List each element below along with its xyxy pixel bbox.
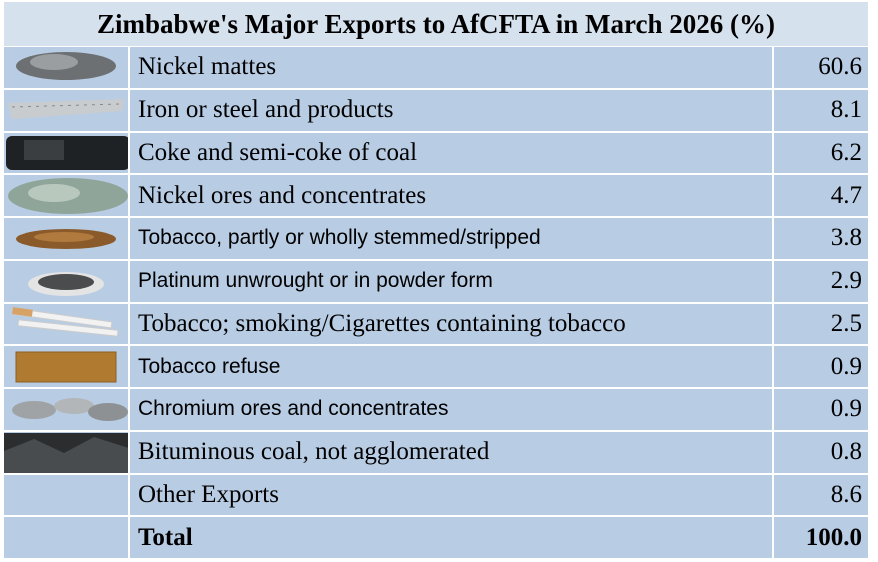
table-title: Zimbabwe's Major Exports to AfCFTA in Ma…	[4, 2, 868, 46]
product-image	[4, 517, 128, 558]
product-icon	[8, 99, 124, 120]
share-value: 2.9	[774, 260, 868, 302]
product-icon	[11, 306, 119, 337]
share-value: 3.8	[774, 218, 868, 259]
product-name: Tobacco, partly or wholly stemmed/stripp…	[130, 218, 772, 259]
product-icon	[16, 52, 116, 81]
product-icon	[15, 351, 117, 383]
product-name: Tobacco refuse	[130, 346, 772, 387]
product-icon	[16, 229, 116, 250]
product-name: Chromium ores and concentrates	[130, 389, 772, 430]
product-image	[4, 346, 128, 387]
share-value: 0.9	[774, 346, 868, 387]
product-image	[4, 218, 128, 259]
product-image	[4, 47, 128, 88]
product-icon	[4, 433, 128, 473]
share-value: 6.2	[774, 132, 868, 174]
product-name: Platinum unwrought or in powder form	[130, 260, 772, 302]
share-value: 100.0	[774, 517, 868, 558]
product-name: Tobacco; smoking/Cigarettes containing t…	[130, 303, 772, 345]
product-icon	[8, 177, 128, 214]
product-icon	[28, 272, 104, 297]
product-name: Other Exports	[130, 474, 772, 516]
product-name: Bituminous coal, not agglomerated	[130, 431, 772, 473]
product-icon	[6, 135, 128, 170]
product-image	[4, 303, 128, 345]
product-image	[4, 175, 128, 216]
product-name: Coke and semi-coke of coal	[130, 132, 772, 174]
share-value: 0.8	[774, 431, 868, 473]
product-image	[4, 260, 128, 302]
share-value: 8.6	[774, 474, 868, 516]
product-name: Iron or steel and products	[130, 89, 772, 131]
product-image	[4, 389, 128, 430]
product-icon	[12, 398, 128, 422]
product-image	[4, 474, 128, 516]
product-name: Nickel mattes	[130, 47, 772, 88]
product-image	[4, 431, 128, 473]
share-value: 8.1	[774, 89, 868, 131]
product-name: Total	[130, 517, 772, 558]
share-value: 2.5	[774, 303, 868, 345]
product-name: Nickel ores and concentrates	[130, 175, 772, 216]
product-image	[4, 132, 128, 174]
share-value: 60.6	[774, 47, 868, 88]
share-value: 0.9	[774, 389, 868, 430]
share-value: 4.7	[774, 175, 868, 216]
product-image	[4, 89, 128, 131]
